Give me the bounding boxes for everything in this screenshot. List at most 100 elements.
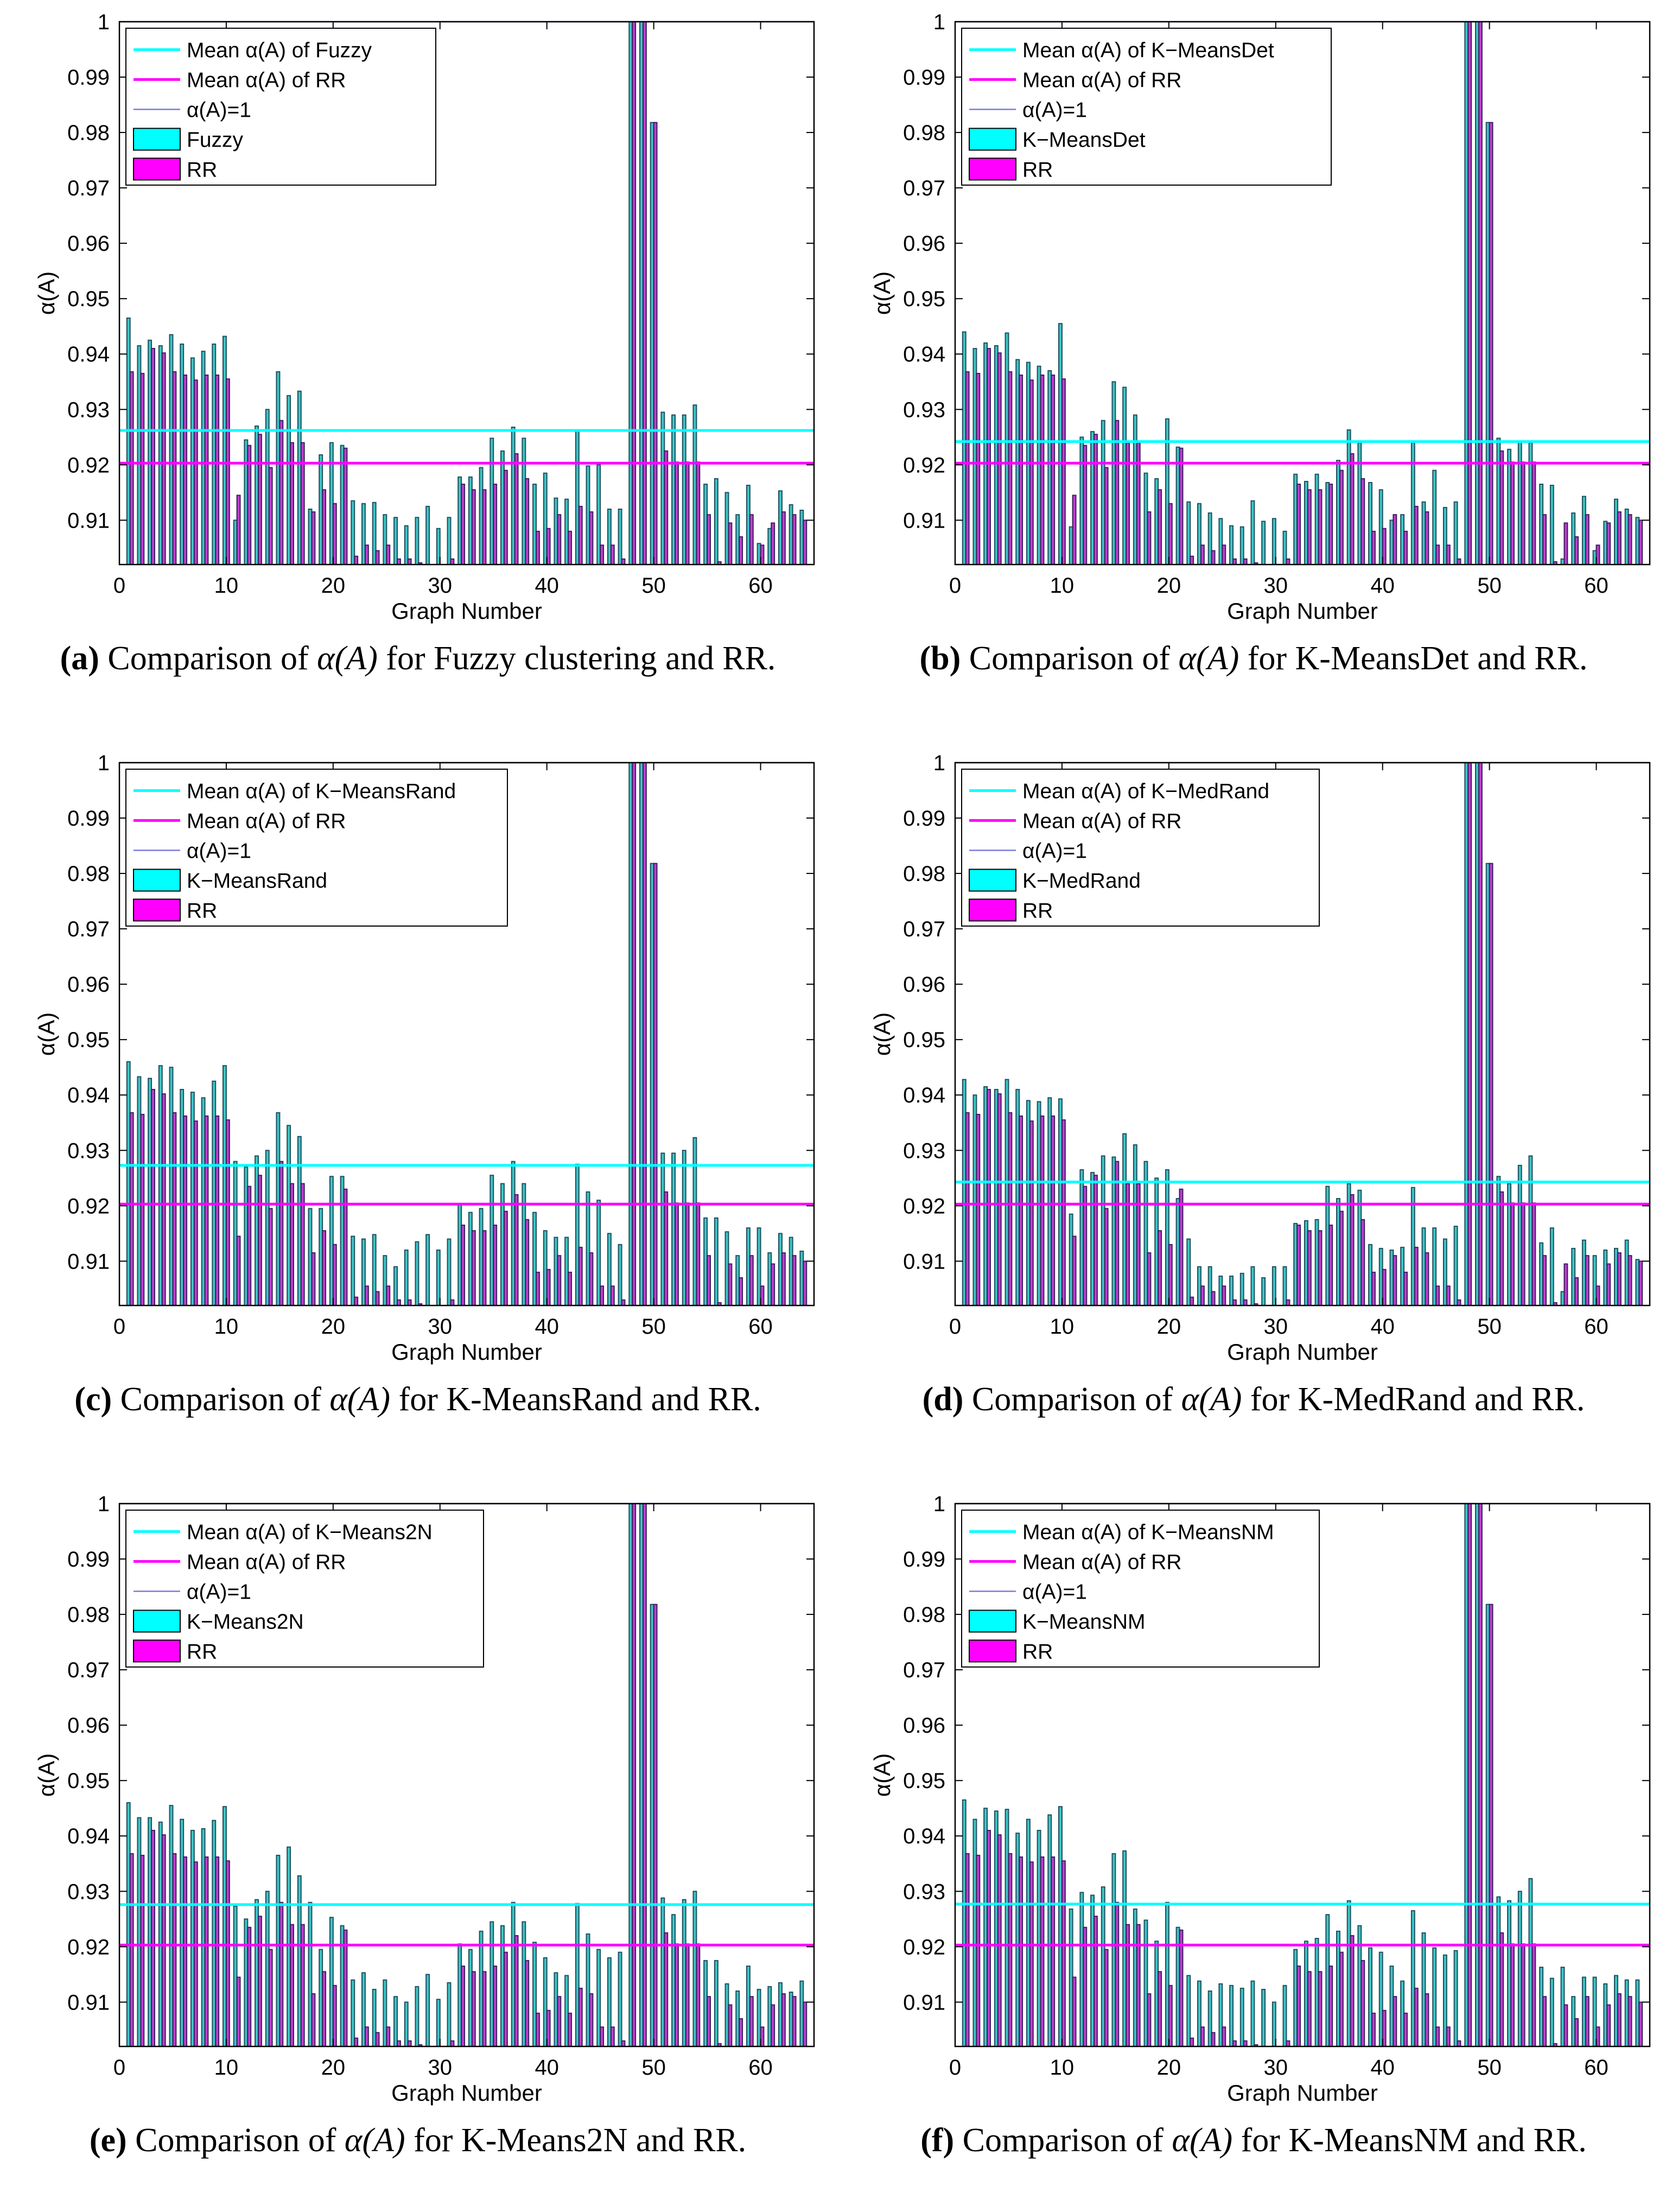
y-tick-label: 0.97 (67, 1658, 110, 1682)
bar-rr-24 (375, 550, 380, 566)
bar-rr-37 (514, 1194, 519, 1307)
y-tick-label: 0.99 (903, 66, 945, 90)
legend-box (961, 769, 1320, 927)
bar-rr-49 (1478, 1503, 1483, 2047)
bar-rr-61 (771, 2004, 775, 2047)
caption-post: and RR. (1466, 1381, 1585, 1418)
legend-alpha-one-label: α(A)=1 (1022, 840, 1087, 863)
bar-rr-15 (1115, 1902, 1120, 2047)
legend-bar-method-swatch (969, 869, 1016, 892)
bar-rr-6 (1019, 1856, 1023, 2047)
bar-rr-63 (792, 1996, 797, 2047)
bar-rr-25 (1222, 2026, 1226, 2047)
bar-rr-62 (1617, 1252, 1622, 1306)
bar-rr-61 (771, 1263, 775, 1306)
bar-rr-47 (1457, 1299, 1461, 1306)
bar-rr-35 (1328, 484, 1333, 566)
y-tick-label: 1 (933, 10, 945, 34)
bar-rr-51 (664, 450, 669, 566)
bar-rr-24 (1211, 1291, 1216, 1307)
bar-rr-21 (1179, 447, 1184, 566)
bar-Fuzzy-31 (447, 517, 452, 566)
legend-bar-rr-label: RR (187, 1640, 217, 1664)
x-axis-label: Graph Number (391, 598, 542, 624)
bar-K−MeansNM-31 (1282, 1985, 1287, 2048)
bar-rr-47 (1457, 2040, 1461, 2047)
bar-rr-5 (1008, 1853, 1013, 2047)
bar-K−MedRand-56 (1549, 1227, 1554, 1307)
caption-method: K-MedRand (1298, 1381, 1466, 1418)
bar-rr-37 (1350, 453, 1355, 566)
bar-rr-57 (728, 1263, 733, 1306)
bar-rr-8 (1040, 1115, 1045, 1306)
bar-rr-51 (664, 1932, 669, 2048)
bar-Fuzzy-47 (618, 508, 622, 565)
bar-rr-47 (1457, 558, 1461, 565)
legend-bar-rr-swatch (133, 898, 181, 922)
bar-rr-17 (1136, 1183, 1141, 1306)
caption-pre: Comparison of (962, 2122, 1172, 2159)
bar-rr-53 (1521, 1943, 1525, 2047)
y-tick-label: 0.97 (903, 176, 945, 200)
bar-K−MeansRand-47 (618, 1244, 622, 1307)
bar-rr-4 (161, 1093, 166, 1307)
y-tick-label: 0.91 (67, 509, 110, 533)
bar-rr-36 (503, 1951, 508, 2048)
bar-rr-64 (1638, 1260, 1643, 1307)
bar-rr-22 (354, 555, 359, 565)
bar-rr-3 (151, 1089, 155, 1307)
caption-pre: Comparison of (120, 1381, 330, 1418)
y-tick-label: 0.96 (67, 973, 110, 997)
caption-tag: (a) (60, 640, 99, 677)
bar-rr-6 (183, 375, 188, 565)
bar-rr-23 (364, 2026, 369, 2047)
y-tick-label: 0.93 (903, 398, 945, 422)
bar-rr-10 (1061, 1860, 1066, 2047)
bar-rr-11 (1072, 1976, 1077, 2047)
bar-rr-33 (471, 1971, 476, 2047)
bar-rr-63 (1628, 1996, 1632, 2047)
y-tick-label: 0.92 (903, 1935, 945, 1959)
bar-rr-48 (632, 1503, 637, 2047)
bar-K−MeansRand-28 (415, 1241, 419, 1307)
bar-rr-38 (525, 1960, 530, 2047)
bar-rr-11 (1072, 1235, 1077, 1306)
bar-rr-52 (675, 1943, 679, 2047)
bar-rr-49 (1478, 762, 1483, 1306)
x-tick-label: 0 (113, 1315, 125, 1339)
axes-frame (118, 762, 815, 1307)
y-tick-label: 0.92 (903, 453, 945, 477)
bar-rr-38 (1361, 1960, 1365, 2047)
bar-rr-49 (1478, 21, 1483, 565)
y-tick-label: 0.94 (67, 1824, 110, 1848)
y-tick-label: 0.94 (67, 343, 110, 366)
bar-rr-39 (1371, 2012, 1376, 2048)
bar-rr-14 (268, 1208, 273, 1307)
bar-rr-50 (653, 1603, 658, 2047)
bar-rr-58 (739, 1277, 743, 1307)
bar-rr-48 (1467, 21, 1472, 565)
bar-rr-4 (161, 352, 166, 566)
x-tick-label: 0 (113, 2056, 125, 2080)
bar-rr-38 (525, 478, 530, 565)
bar-rr-50 (1489, 122, 1493, 565)
bar-rr-64 (803, 2001, 808, 2048)
bar-rr-54 (696, 1943, 701, 2047)
bar-Fuzzy-28 (415, 517, 419, 566)
legend-bar-rr-label: RR (1022, 1640, 1053, 1664)
bar-K−Means2N-29 (425, 1974, 430, 2047)
y-tick-label: 0.99 (903, 807, 945, 831)
bar-rr-9 (1051, 375, 1056, 565)
bar-rr-17 (300, 1183, 305, 1306)
bar-rr-52 (1510, 461, 1515, 565)
x-axis-label: Graph Number (1227, 598, 1378, 624)
bar-rr-58 (1574, 536, 1579, 566)
bar-rr-27 (407, 1299, 412, 1306)
bar-K−MeansDet-28 (1250, 500, 1255, 566)
axes-frame (954, 21, 1651, 566)
bar-rr-61 (771, 522, 775, 565)
bar-rr-8 (204, 375, 209, 565)
legend-bar-method-swatch (133, 1609, 181, 1633)
